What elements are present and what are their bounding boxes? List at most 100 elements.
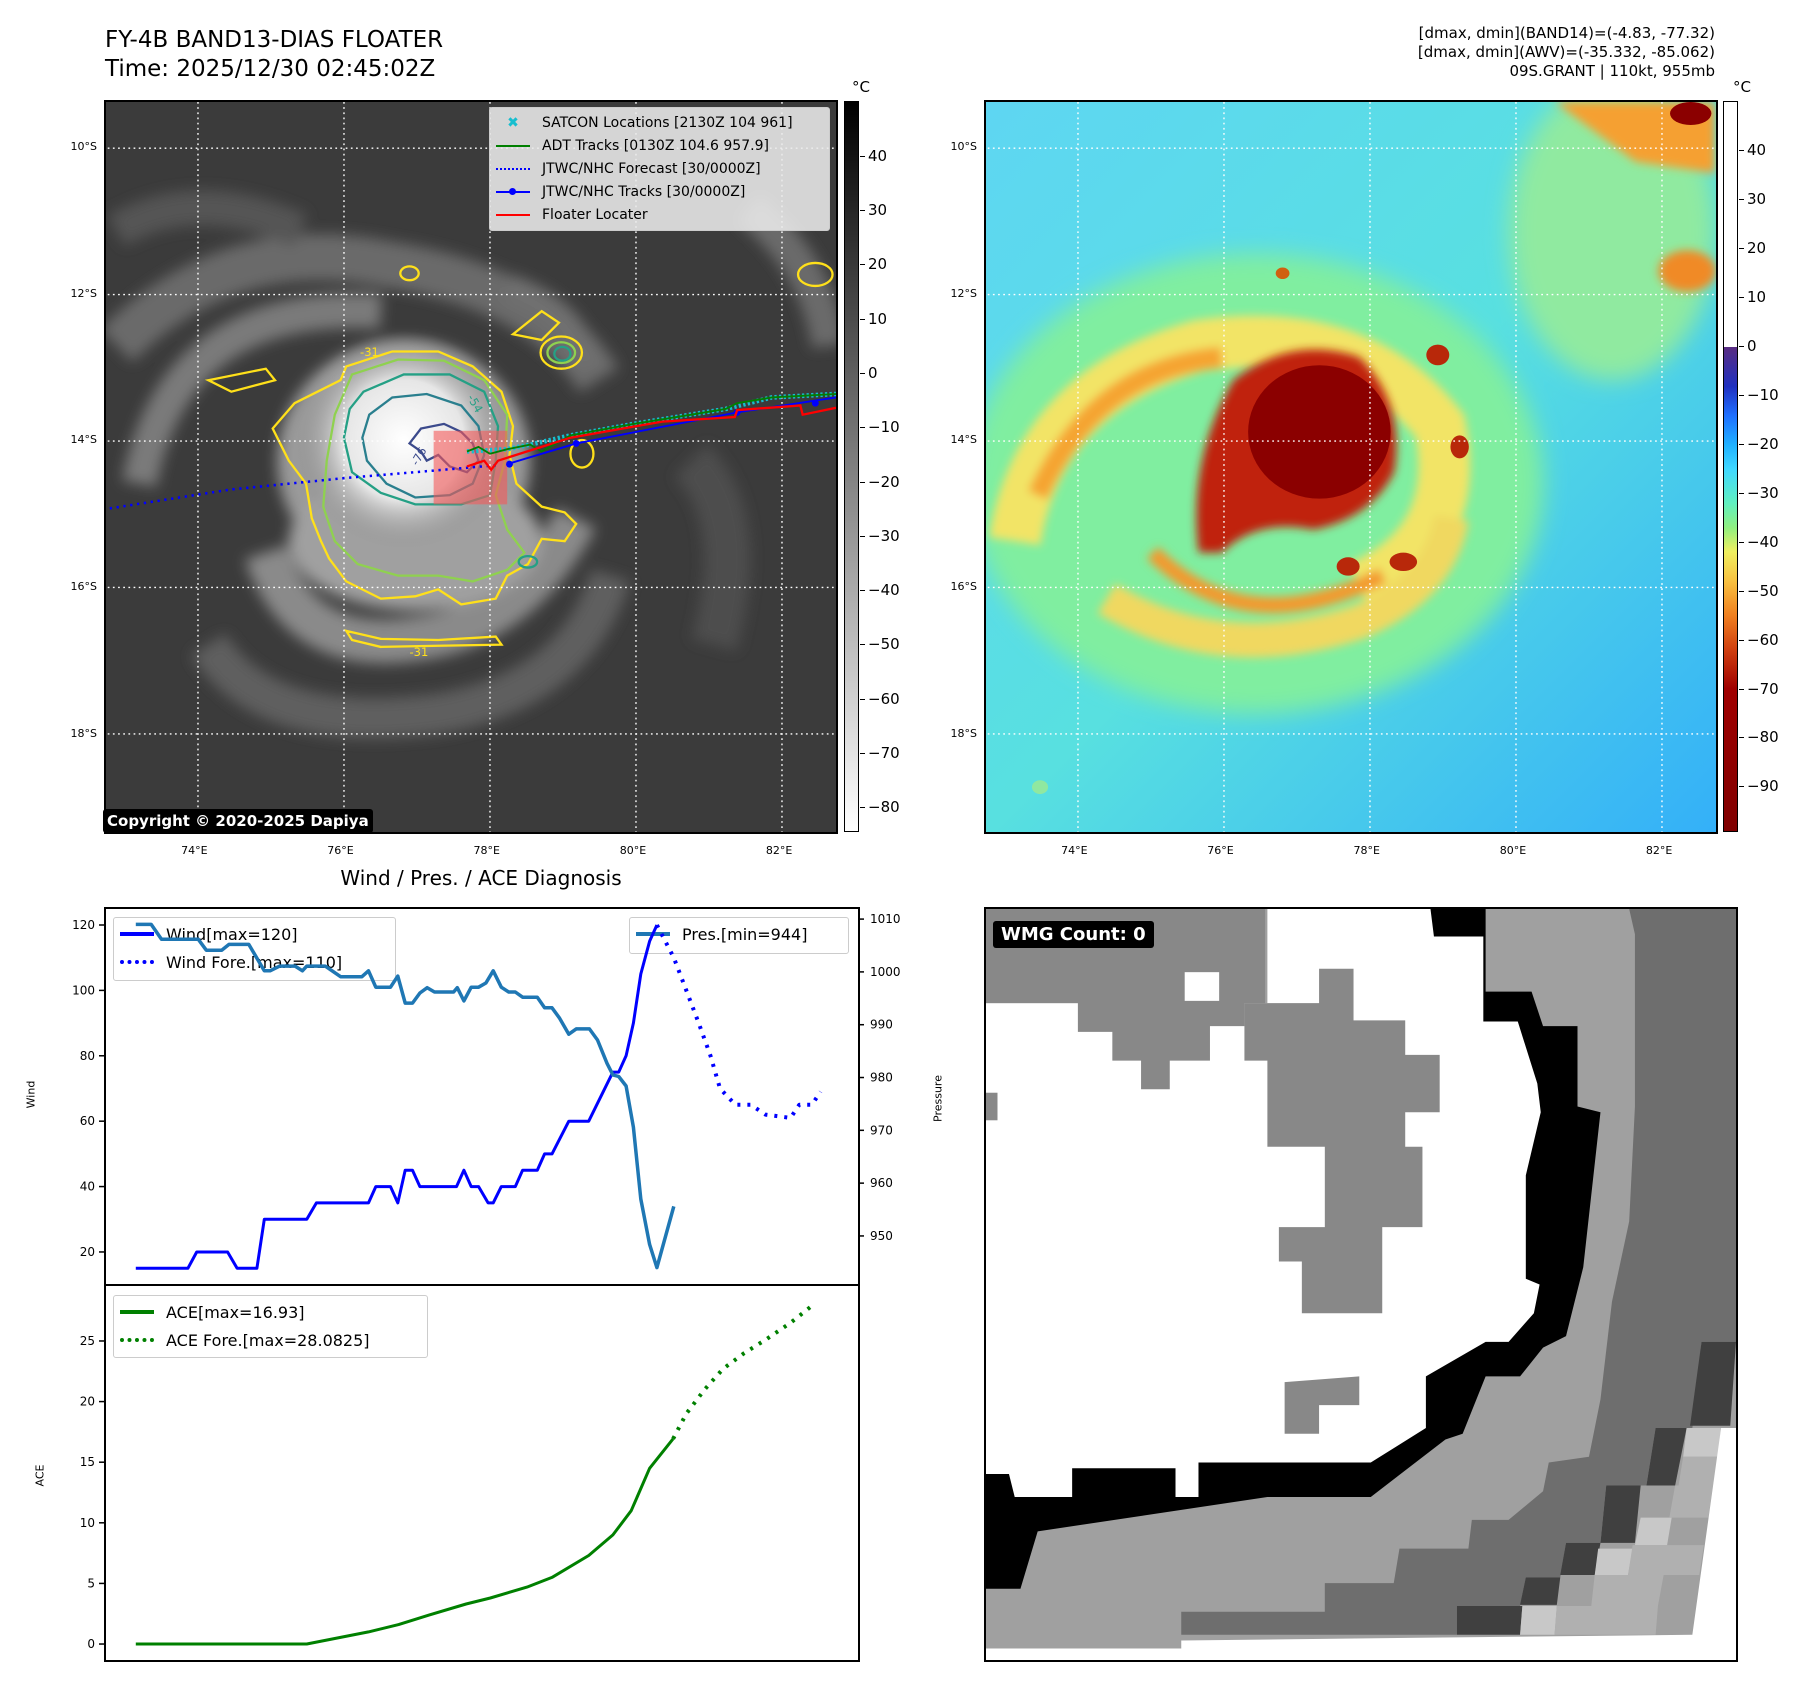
legend-label: Wind[max=120] (166, 924, 298, 944)
stats-header: [dmax, dmin](BAND14)=(-4.83, -77.32) [dm… (1418, 24, 1715, 81)
colorbar-tick-label: −50 (860, 635, 900, 654)
colorbar-tick-label: 40 (859, 146, 888, 165)
legend-item-floater: Floater Locater (496, 203, 823, 226)
legend-label: Wind Fore.[max=110] (166, 952, 343, 972)
ir-satellite-map: -31 -31 -54 -76 (104, 100, 838, 834)
lat-tick-label: 14°S (70, 433, 97, 447)
wmg-count-label: WMG Count: 0 (993, 921, 1154, 948)
legend-label: JTWC/NHC Tracks [30/0000Z] (542, 183, 746, 200)
lon-tick-label: 78°E (1353, 844, 1380, 857)
legend-label: JTWC/NHC Forecast [30/0000Z] (542, 160, 761, 177)
contour-minus42 (322, 358, 526, 583)
colorbar-tick-label: 40 (1738, 140, 1767, 159)
lat-tick-label: 16°S (950, 580, 977, 594)
y-tick-label: 60 (80, 1114, 95, 1128)
legend-item-satcon: ✖ SATCON Locations [2130Z 104 961] (496, 111, 823, 134)
y-tick-label: 40 (80, 1180, 95, 1194)
legend-item-jtwc: JTWC/NHC Tracks [30/0000Z] (496, 180, 823, 203)
lon-tick-label: 78°E (473, 844, 500, 857)
lon-tick-label: 82°E (1645, 844, 1673, 857)
colorbar-tick-label: −70 (1739, 679, 1779, 698)
floater-box (433, 430, 508, 505)
legend-item-pressure: Pres.[min=944] (636, 920, 842, 948)
colorbar-tick-label: −50 (1739, 581, 1779, 600)
lat-tick-label: 14°S (950, 433, 977, 447)
contour-label: -31 (360, 345, 379, 359)
lat-tick-label: 12°S (950, 286, 977, 300)
legend-item-wind: Wind[max=120] (120, 920, 389, 948)
legend-item-forecast: JTWC/NHC Forecast [30/0000Z] (496, 157, 823, 180)
colorbar-tick-label: −20 (860, 472, 900, 491)
colorbar-tick-label: 30 (859, 201, 888, 220)
awv-cold-cells (1275, 102, 1712, 576)
wind-axis-label: Wind (24, 1080, 38, 1109)
colorbar-tick-label: 30 (1738, 189, 1767, 208)
colorbar-tick-label: −60 (860, 689, 900, 708)
colorbar-tick-label: 0 (860, 363, 878, 382)
jtwc-track (506, 396, 836, 466)
dotted-line-icon (496, 162, 530, 176)
colorbar-tick-label: 0 (1739, 336, 1757, 355)
y2-tick-label: 980 (870, 1071, 893, 1085)
colorbar-tick-label: −80 (1739, 728, 1779, 747)
y2-tick-label: 970 (870, 1123, 893, 1137)
pressure-legend: Pres.[min=944] (629, 917, 849, 954)
colorbar-tick-label: −20 (1739, 434, 1779, 453)
lon-tick-label: 74°E (1061, 844, 1088, 857)
ir-colorbar (844, 101, 859, 832)
lon-tick-label: 76°E (1207, 844, 1234, 857)
y2-tick-label: 1000 (870, 965, 901, 979)
lat-tick-label: 12°S (70, 286, 97, 300)
awv-colorbar-unit: °C (1733, 78, 1751, 96)
colorbar-tick-label: −10 (860, 418, 900, 437)
y2-tick-label: 990 (870, 1018, 893, 1032)
lon-tick-label: 76°E (327, 844, 354, 857)
contour-label: -31 (409, 645, 428, 659)
ir-colorbar-unit: °C (852, 78, 870, 96)
y-tick-label: 5 (87, 1576, 95, 1590)
ace-axis-label: ACE (33, 1464, 47, 1487)
stats-awv: [dmax, dmin](AWV)=(-35.332, -85.062) (1417, 43, 1715, 61)
legend-label: Floater Locater (542, 206, 648, 223)
wmg-panel (984, 907, 1738, 1662)
legend-label: ACE[max=16.93] (166, 1302, 305, 1322)
colorbar-tick-label: −30 (860, 526, 900, 545)
legend-label: ACE Fore.[max=28.0825] (166, 1330, 370, 1350)
legend-item-ace: ACE[max=16.93] (120, 1298, 421, 1326)
y-tick-label: 100 (72, 983, 95, 997)
adt-track (466, 393, 836, 455)
wind-legend: Wind[max=120] Wind Fore.[max=110] (113, 917, 396, 981)
floater-locater-track (466, 404, 836, 472)
y2-tick-label: 960 (870, 1176, 893, 1190)
y-tick-label: 0 (87, 1637, 95, 1651)
solid-line-icon (636, 927, 670, 941)
awv-colorbar (1723, 101, 1738, 832)
solid-line-icon (496, 208, 530, 222)
colorbar-tick-label: −80 (860, 798, 900, 817)
stats-storm: 09S.GRANT | 110kt, 955mb (1509, 62, 1715, 80)
colorbar-tick-label: −10 (1739, 385, 1779, 404)
lat-tick-label: 10°S (70, 140, 97, 154)
lat-tick-label: 18°S (70, 726, 97, 740)
colorbar-tick-label: −70 (860, 743, 900, 762)
colorbar-tick-label: −40 (1739, 532, 1779, 551)
lon-tick-label: 80°E (1499, 844, 1527, 857)
ace-legend: ACE[max=16.93] ACE Fore.[max=28.0825] (113, 1295, 428, 1358)
solid-line-icon (120, 927, 154, 941)
pressure-axis-label: Pressure (931, 1075, 945, 1122)
lon-tick-label: 80°E (619, 844, 647, 857)
colorbar-tick-label: 20 (859, 255, 888, 274)
ir-map-canvas: -31 -31 -54 -76 (106, 102, 836, 832)
chart-title: Wind / Pres. / ACE Diagnosis (340, 866, 622, 890)
x-marker-icon: ✖ (507, 114, 519, 131)
legend-label: Pres.[min=944] (682, 924, 808, 944)
awv-spiral-bands (989, 102, 1716, 658)
lon-tick-label: 82°E (765, 844, 793, 857)
y-tick-label: 20 (80, 1395, 95, 1409)
legend-label: ADT Tracks [0130Z 104.6 957.9] (542, 137, 769, 154)
solid-line-icon (120, 1305, 154, 1319)
stats-band14: [dmax, dmin](BAND14)=(-4.83, -77.32) (1418, 24, 1715, 42)
colorbar-tick-label: 20 (1738, 238, 1767, 257)
ace-chart (104, 1284, 860, 1662)
awv-core (1248, 365, 1391, 499)
